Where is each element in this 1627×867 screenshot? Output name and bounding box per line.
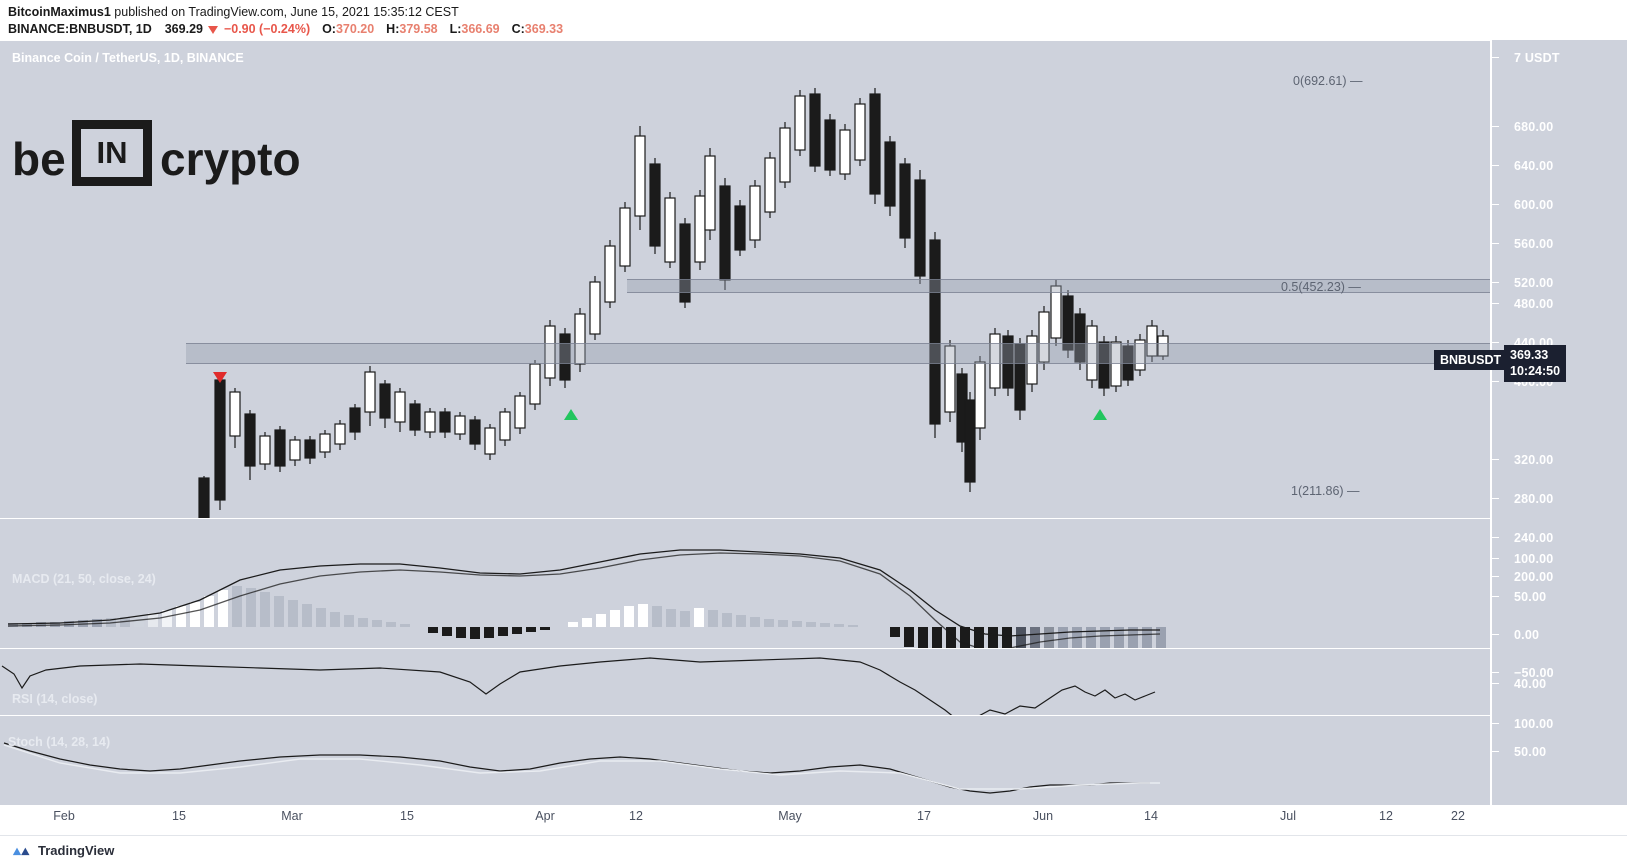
stoch-tick-label: 50.00 [1514, 745, 1547, 759]
support-zone[interactable] [186, 343, 1490, 364]
time-tick-label: Mar [281, 809, 303, 823]
rsi-series [1, 657, 1156, 715]
price-tick-label: 200.00 [1514, 570, 1554, 584]
macd-tick-label: 50.00 [1514, 590, 1547, 604]
buy-marker-1-icon[interactable] [564, 409, 578, 420]
pane-separator-top [0, 40, 1627, 41]
rsi-tick-label: 40.00 [1514, 677, 1547, 691]
high-value: 379.58 [399, 22, 438, 36]
rsi-pane[interactable]: RSI (14, close) [0, 648, 1490, 715]
macd-legend[interactable]: MACD (21, 50, close, 24) [12, 572, 156, 586]
author-name: BitcoinMaximus1 [8, 5, 111, 19]
pane-separator-macd [0, 518, 1627, 519]
pane-separator-stoch [0, 715, 1627, 716]
price-tick-label: 600.00 [1514, 198, 1554, 212]
last-price-badge-price: 369.33 [1510, 348, 1549, 362]
resistance-zone-top-edge [627, 279, 1490, 280]
macd-pane[interactable]: MACD (21, 50, close, 24) [0, 518, 1490, 648]
last-price-badge-time: 10:24:50 [1510, 363, 1561, 378]
tradingview-logo-icon [12, 847, 30, 855]
time-tick-label: May [778, 809, 802, 823]
price-tick-label: 320.00 [1514, 453, 1554, 467]
price-tick-label: 680.00 [1514, 120, 1554, 134]
time-tick-label: 12 [1379, 809, 1393, 823]
close-key: C: [511, 22, 525, 36]
price-tick-label: 520.00 [1514, 276, 1554, 290]
time-tick-label: Feb [53, 809, 75, 823]
attribution-header: BitcoinMaximus1 published on TradingView… [0, 0, 1627, 40]
time-tick-label: 22 [1451, 809, 1465, 823]
stoch-series [3, 742, 1160, 794]
resistance-zone-bottom-edge [627, 292, 1490, 293]
watermark-box [72, 120, 152, 186]
stoch-legend[interactable]: Stoch (14, 28, 14) [8, 735, 111, 749]
price-pane[interactable]: be IN crypto Binance Coin / TetherUS, 1D… [0, 40, 1490, 805]
candlestick-series [198, 88, 1169, 518]
stoch-pane[interactable]: Stoch (14, 28, 14) [0, 715, 1490, 805]
chart-area[interactable]: be IN crypto Binance Coin / TetherUS, 1D… [0, 40, 1627, 805]
price-axis[interactable]: 7 USDT 680.00 640.00 600.00 560.00 520.0… [1434, 40, 1627, 805]
buy-marker-2-icon[interactable] [1093, 409, 1107, 420]
fib-label-1[interactable]: 1(211.86) — [1291, 484, 1360, 498]
close-value: 369.33 [524, 22, 564, 36]
tradingview-label: TradingView [38, 843, 115, 858]
time-axis[interactable]: Feb 15 Mar 15 Apr 12 May 17 Jun 14 Jul 1… [0, 805, 1627, 835]
becrypto-watermark: be IN crypto [12, 110, 301, 200]
symbol-quote-line: BINANCE:BNBUSDT, 1D 369.29 −0.90 (−0.24%… [8, 22, 563, 36]
low-value: 366.69 [461, 22, 500, 36]
fib-label-0[interactable]: 0(692.61) — [1293, 74, 1363, 88]
high-key: H: [386, 22, 400, 36]
price-tick-label: 640.00 [1514, 159, 1554, 173]
time-tick-label: Jul [1280, 809, 1296, 823]
macd-tick-label: 100.00 [1514, 552, 1554, 566]
open-key: O: [322, 22, 336, 36]
macd-tick-label: −50.00 [1514, 666, 1554, 680]
time-tick-label: 15 [400, 809, 414, 823]
price-tick-label: 240.00 [1514, 531, 1554, 545]
triangle-down-icon [208, 26, 219, 34]
macd-tick-label: 0.00 [1514, 628, 1540, 642]
chart-title[interactable]: Binance Coin / TetherUS, 1D, BINANCE [12, 51, 244, 65]
price-tick-label: 480.00 [1514, 297, 1554, 311]
support-zone-top-edge [186, 343, 1490, 344]
symbol-badge: BNBUSDT [1434, 350, 1508, 370]
price-tick-label: 560.00 [1514, 237, 1554, 251]
low-key: L: [449, 22, 462, 36]
last-price-badge: 369.33 10:24:50 [1504, 345, 1567, 383]
macd-series [7, 549, 1166, 648]
publish-meta: published on TradingView.com, June 15, 2… [110, 5, 459, 19]
price-tick-label: 7 USDT [1514, 51, 1560, 65]
last-price: 369.29 [164, 22, 203, 36]
watermark-in: IN [96, 135, 128, 170]
rsi-legend[interactable]: RSI (14, close) [12, 692, 98, 706]
open-value: 370.20 [335, 22, 375, 36]
sell-marker-icon[interactable] [213, 372, 227, 383]
publish-line: BitcoinMaximus1 published on TradingView… [8, 5, 459, 19]
time-tick-label: 12 [629, 809, 643, 823]
footer: TradingView [0, 835, 1627, 867]
watermark-be: be [12, 133, 66, 185]
price-tick-label: 280.00 [1514, 492, 1554, 506]
time-tick-label: 14 [1144, 809, 1158, 823]
time-tick-label: Apr [535, 809, 555, 823]
time-tick-label: 15 [172, 809, 186, 823]
fib-label-0-5[interactable]: 0.5(452.23) — [1281, 280, 1361, 294]
support-zone-bottom-edge [186, 363, 1490, 364]
time-tick-label: Jun [1032, 809, 1054, 823]
resistance-zone[interactable] [627, 279, 1490, 293]
pane-separator-rsi [0, 648, 1627, 649]
tradingview-brand[interactable]: TradingView [12, 843, 114, 858]
symbol-label: BINANCE:BNBUSDT, 1D [8, 22, 152, 36]
price-change: −0.90 (−0.24%) [223, 22, 311, 36]
stoch-tick-label: 100.00 [1514, 717, 1554, 731]
watermark-crypto: crypto [160, 133, 301, 185]
time-tick-label: 17 [917, 809, 931, 823]
